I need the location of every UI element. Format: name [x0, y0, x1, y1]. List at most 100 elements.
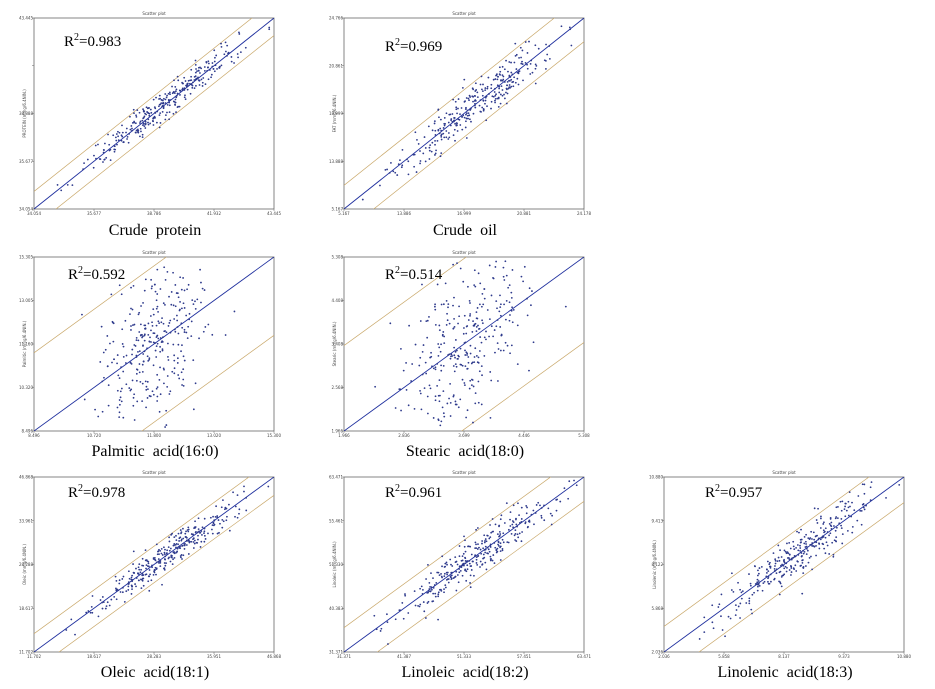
data-point — [511, 321, 514, 324]
data-point — [465, 416, 468, 419]
data-point — [753, 591, 755, 594]
data-point — [802, 549, 804, 552]
data-point — [186, 84, 189, 87]
data-point — [808, 557, 811, 559]
data-point — [169, 560, 172, 563]
data-point — [163, 551, 166, 554]
data-point — [197, 517, 200, 520]
data-point — [417, 604, 419, 607]
data-point — [817, 538, 820, 541]
data-point — [145, 564, 148, 566]
data-point — [885, 496, 887, 499]
data-point — [437, 128, 440, 131]
data-point — [152, 558, 155, 560]
data-point — [204, 83, 207, 86]
data-point — [157, 320, 160, 323]
data-point — [432, 417, 435, 419]
data-point — [158, 94, 161, 97]
data-point — [488, 93, 490, 95]
data-point — [432, 592, 435, 595]
data-point — [520, 521, 523, 523]
data-point — [756, 574, 759, 577]
data-point — [478, 350, 481, 352]
data-point — [159, 366, 161, 369]
x-tick-label: 35.677 — [87, 211, 101, 216]
data-point — [464, 557, 467, 560]
data-point — [132, 324, 134, 327]
data-point — [427, 600, 430, 603]
y-tick-label: 4.408 — [332, 298, 344, 303]
data-point — [790, 574, 792, 576]
data-point — [120, 400, 123, 403]
data-point — [267, 485, 270, 488]
data-point — [130, 578, 133, 581]
data-point — [483, 549, 486, 551]
data-point — [863, 508, 866, 511]
data-point — [499, 518, 502, 521]
data-point — [549, 512, 552, 515]
data-point — [150, 341, 152, 343]
data-point — [453, 346, 456, 349]
data-point — [135, 115, 138, 118]
data-point — [134, 583, 136, 585]
data-point — [851, 501, 853, 504]
data-point — [824, 527, 827, 530]
data-point — [156, 268, 159, 271]
data-point — [168, 111, 171, 114]
data-point — [167, 355, 169, 358]
data-point — [734, 614, 737, 617]
data-point — [474, 554, 477, 557]
y-tick-label: 34.054 — [19, 207, 33, 212]
data-point — [190, 335, 193, 338]
data-point — [450, 119, 453, 121]
data-point — [238, 33, 241, 35]
data-point — [856, 519, 859, 522]
data-point — [180, 371, 183, 374]
data-point — [510, 309, 513, 312]
data-point — [484, 99, 487, 102]
y-tick-label: 5.308 — [332, 255, 344, 260]
data-point — [159, 393, 162, 396]
data-point — [173, 552, 176, 555]
data-point — [101, 410, 104, 413]
data-point — [465, 325, 468, 328]
data-point — [181, 384, 183, 386]
data-point — [453, 325, 456, 328]
data-point — [844, 505, 847, 508]
data-point — [139, 127, 142, 130]
data-point — [526, 52, 529, 54]
data-point — [103, 142, 106, 145]
data-point — [481, 540, 484, 542]
data-point — [778, 593, 781, 596]
data-point — [159, 122, 162, 124]
data-point — [737, 581, 739, 584]
data-point — [193, 542, 196, 545]
data-point — [441, 576, 443, 579]
chart-caption: Crude oil — [433, 222, 497, 239]
data-point — [224, 50, 227, 53]
data-point — [829, 517, 832, 519]
data-point — [118, 131, 121, 134]
data-point — [514, 55, 517, 57]
data-point — [484, 545, 487, 548]
data-point — [146, 355, 149, 358]
data-point — [214, 64, 217, 67]
data-point — [469, 379, 472, 382]
data-point — [123, 601, 126, 603]
data-point — [783, 558, 786, 561]
confidence-band — [698, 502, 904, 652]
data-point — [447, 354, 449, 356]
data-point — [198, 530, 200, 533]
x-tick-label: 2.036 — [658, 654, 670, 659]
data-point — [174, 104, 177, 106]
data-point — [227, 52, 229, 55]
data-point — [190, 68, 193, 71]
data-point — [481, 322, 484, 325]
data-point — [176, 92, 179, 95]
data-point — [730, 572, 733, 575]
data-point — [780, 564, 782, 567]
data-point — [220, 64, 223, 67]
data-point — [534, 67, 537, 70]
data-point — [386, 613, 388, 616]
data-point — [727, 615, 730, 618]
